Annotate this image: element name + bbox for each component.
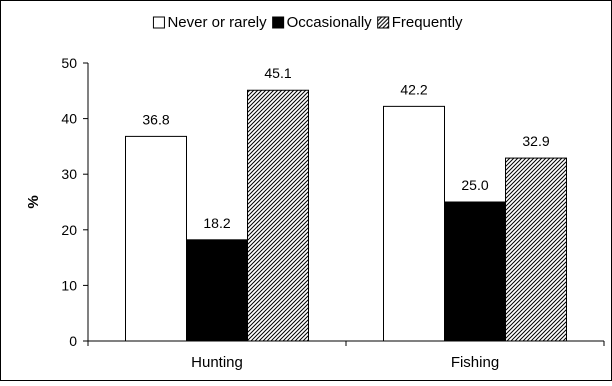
bar [444, 201, 506, 342]
data-label: 36.8 [142, 111, 169, 127]
data-label: 25.0 [461, 177, 488, 193]
bar [247, 89, 309, 342]
y-tick-label: 10 [61, 277, 77, 293]
y-tick-label: 40 [61, 111, 77, 127]
bar [505, 157, 567, 342]
bar [125, 135, 187, 342]
legend-label: Frequently [392, 14, 463, 31]
y-axis-label: % [25, 195, 42, 208]
y-tick-label: 0 [69, 333, 77, 349]
legend-label: Never or rarely [167, 14, 267, 31]
legend-swatch [152, 16, 165, 29]
data-labels: 36.8 18.2 45.1 42.2 25.0 32.9 [142, 65, 549, 231]
legend-item: Never or rarely [152, 14, 267, 31]
x-tick-label: Hunting [191, 354, 243, 371]
legend-label: Occasionally [287, 14, 373, 31]
legend-item: Frequently [377, 14, 463, 31]
bar [383, 105, 445, 342]
legend: Never or rarely Occasionally Frequently [152, 14, 463, 31]
data-label: 32.9 [522, 133, 549, 149]
legend-swatch [272, 16, 285, 29]
y-tick-label: 30 [61, 166, 77, 182]
bar [186, 239, 248, 342]
legend-item: Occasionally [272, 14, 373, 31]
legend-swatch [377, 16, 390, 29]
data-label: 45.1 [264, 65, 291, 81]
y-tick-label: 50 [61, 55, 77, 71]
bars [125, 89, 567, 342]
y-axis: 0 10 20 30 40 50% [25, 55, 89, 349]
data-label: 18.2 [203, 215, 230, 231]
y-tick-label: 20 [61, 222, 77, 238]
data-label: 42.2 [400, 81, 427, 97]
x-tick-label: Fishing [451, 354, 499, 371]
